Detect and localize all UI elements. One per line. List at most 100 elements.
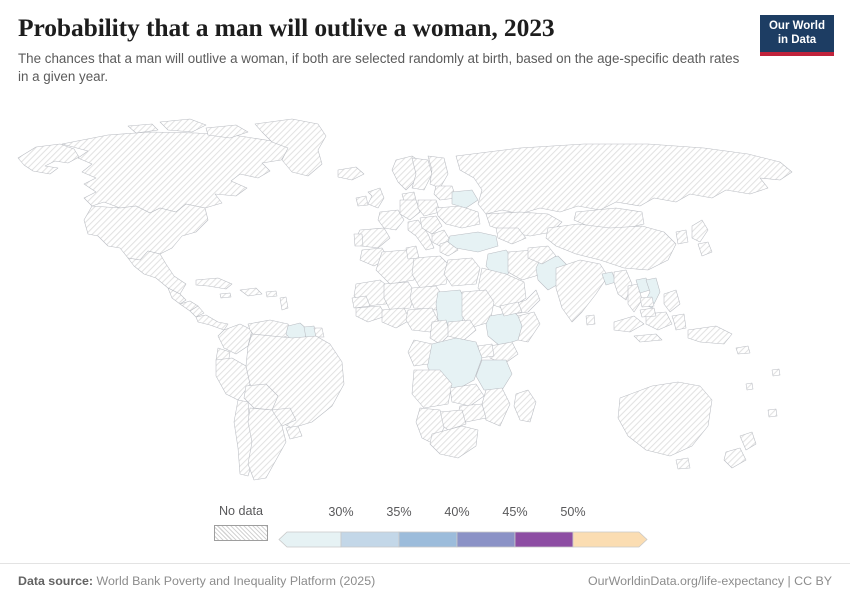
country-indonesia-java [633, 333, 663, 343]
country-egypt [443, 257, 481, 287]
country-balkans-1 [419, 215, 443, 235]
country-somalia [517, 311, 541, 343]
country-portugal [353, 233, 364, 247]
country-new-zealand-n [739, 431, 757, 451]
country-denmark [401, 191, 417, 202]
legend-tick-1: 35% [386, 505, 412, 519]
country-alaska [17, 143, 80, 175]
country-new-guinea [687, 325, 733, 345]
country-ivory-coast-ghana [381, 307, 411, 329]
legend-band-2 [398, 531, 458, 548]
country-argentina [247, 407, 287, 481]
legend-tick-labels: 30% 35% 40% 45% 50% [278, 505, 648, 523]
legend-scale[interactable]: 30% 35% 40% 45% 50% [278, 505, 648, 551]
country-canada-arctic-2 [205, 124, 249, 139]
country-poland [417, 199, 441, 217]
legend-tick-0: 30% [328, 505, 354, 519]
country-malaysia [639, 307, 657, 318]
country-eritrea-djibouti [499, 301, 523, 317]
country-senegal [351, 295, 371, 309]
legend-band-1 [340, 531, 400, 548]
chart-subtitle: The chances that a man will outlive a wo… [18, 51, 740, 84]
chart-header: Probability that a man will outlive a wo… [18, 13, 832, 86]
country-indonesia-sumatra [613, 315, 645, 333]
country-japan [691, 219, 709, 243]
legend-tick-2: 40% [444, 505, 470, 519]
legend-band-4 [514, 531, 574, 548]
country-india [555, 259, 609, 323]
owid-logo-line1: Our World [768, 20, 825, 32]
country-china [545, 223, 677, 271]
country-mexico [127, 250, 187, 295]
country-peru [215, 357, 251, 401]
country-baltics [433, 185, 457, 201]
country-mali [383, 281, 417, 311]
country-iraq [485, 249, 515, 277]
page-title: Probability that a man will outlive a wo… [18, 13, 555, 42]
country-tanzania [475, 359, 513, 391]
country-car [447, 319, 477, 341]
country-mozambique [481, 387, 511, 427]
country-france [377, 209, 405, 231]
country-sri-lanka [585, 314, 596, 326]
country-hispaniola [239, 287, 263, 297]
country-algeria [375, 249, 417, 285]
country-costa-rica-panama [195, 314, 229, 331]
country-niger [409, 285, 445, 311]
country-canada-arctic-1 [159, 118, 207, 133]
country-nicaragua [189, 305, 205, 318]
country-guatemala [167, 287, 187, 305]
country-uk [367, 187, 385, 209]
country-pacific-small-2 [745, 382, 754, 391]
country-ireland [355, 195, 369, 207]
country-italy [407, 219, 435, 251]
map-legend: No data 30% 35% 40% 45% 50% [0, 504, 850, 555]
country-afghanistan [527, 245, 557, 265]
country-iceland [337, 166, 365, 181]
country-fiji [767, 408, 778, 418]
legend-no-data[interactable]: No data [214, 504, 268, 541]
country-guinea-region [355, 305, 387, 323]
country-nigeria [405, 307, 439, 333]
country-libya [411, 255, 451, 289]
country-tasmania [675, 457, 691, 470]
country-myanmar [613, 269, 633, 301]
chart-footer: Data source: World Bank Poverty and Ineq… [0, 563, 850, 600]
country-australia [617, 381, 713, 457]
country-zambia [449, 383, 485, 407]
country-uzbekistan [495, 227, 527, 245]
country-japan-2 [697, 241, 713, 257]
data-source: Data source: World Bank Poverty and Ineq… [18, 574, 375, 588]
country-korea [675, 229, 689, 245]
country-jamaica [219, 292, 232, 299]
country-canada [61, 131, 291, 214]
country-lesser-antilles [279, 296, 289, 311]
country-philippines [663, 289, 681, 313]
country-french-guiana [313, 327, 325, 338]
country-puerto-rico [265, 290, 278, 298]
legend-no-data-label: No data [218, 504, 264, 518]
country-cambodia [639, 296, 655, 308]
country-turkey [447, 231, 499, 253]
legend-band-3 [456, 531, 516, 548]
country-new-zealand-s [723, 447, 747, 469]
owid-logo[interactable]: Our World in Data [760, 15, 834, 56]
country-uruguay [285, 425, 303, 440]
world-map[interactable] [0, 108, 850, 498]
legend-no-data-swatch[interactable] [214, 524, 268, 541]
country-thailand [627, 283, 643, 313]
country-sweden [411, 157, 433, 191]
country-cameroon [429, 319, 451, 345]
country-angola [411, 369, 453, 409]
legend-band-0 [278, 531, 342, 548]
country-pacific-small-1 [771, 368, 781, 377]
legend-color-bar[interactable] [278, 531, 648, 548]
data-source-label: Data source: [18, 574, 94, 588]
country-belarus [451, 189, 479, 209]
country-russia [455, 143, 793, 215]
attribution[interactable]: OurWorldinData.org/life-expectancy | CC … [587, 574, 832, 588]
country-south-africa [429, 425, 479, 459]
country-united-states [83, 203, 209, 261]
country-sulawesi [671, 313, 687, 331]
